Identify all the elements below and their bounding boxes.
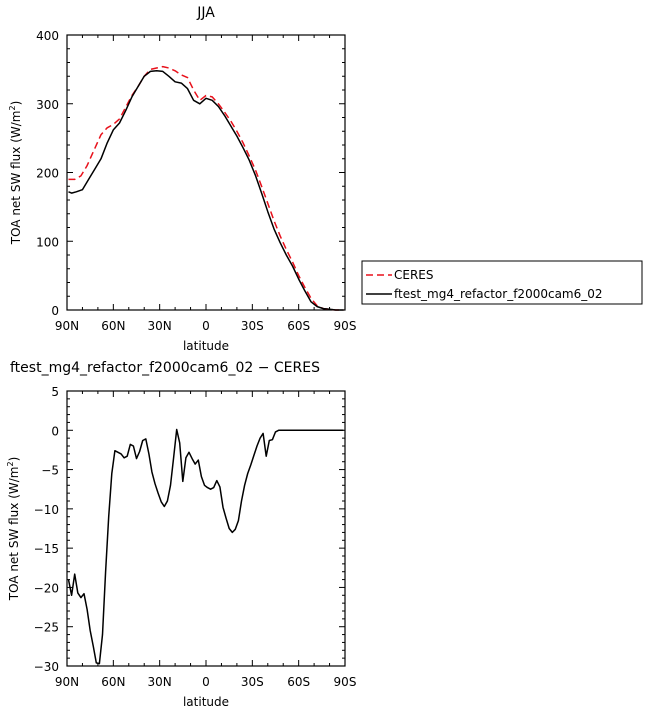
plot-frame [66,34,346,311]
series-line-0 [68,65,344,311]
legend: CERES ftest_mg4_refactor_f2000cam6_02 [361,260,643,305]
y-tick-label: −25 [34,621,59,635]
x-tick-label: 60S [287,675,310,689]
y-tick-label: 0 [51,304,59,318]
y-tick-label: −20 [34,581,59,595]
x-tick-label: 60S [287,319,310,333]
y-tick-label: −30 [34,660,59,674]
x-tick-label: 0 [202,675,210,689]
x-tick-label: 90N [55,319,79,333]
y-tick-label: 200 [36,167,59,181]
series-line-0 [67,428,344,665]
chart-bottom: ftest_mg4_refactor_f2000cam6_02 − CERES 9… [6,360,356,709]
x-tick-label: 30S [241,675,264,689]
y-tick-label: 400 [36,29,59,43]
x-tick-label: 0 [202,319,210,333]
y-axis-label: TOA net SW flux (W/m2) [8,101,23,246]
y-tick-label: −15 [34,542,59,556]
legend-label: CERES [394,268,434,282]
y-tick-label: 100 [36,235,59,249]
legend-label: ftest_mg4_refactor_f2000cam6_02 [394,287,603,301]
y-tick-label: 0 [51,424,59,438]
x-tick-label: 30N [148,675,172,689]
y-tick-label: 300 [36,98,59,112]
y-axis-label: TOA net SW flux (W/m2) [6,457,21,602]
y-tick-label: −10 [34,503,59,517]
x-tick-label: 90S [334,675,357,689]
series-line-1 [68,70,344,311]
y-tick-label: 5 [51,385,59,399]
chart-top: JJA 90N 60N 30N 0 30S 60S 90S 0 100 200 300 400 latit… [8,5,356,353]
x-tick-label: 60N [101,319,125,333]
chart-title: JJA [196,5,215,21]
legend-box [361,260,643,305]
x-tick-label: 90N [55,675,79,689]
x-tick-label: 30N [148,319,172,333]
x-axis-label: latitude [183,339,229,353]
x-tick-label: 60N [101,675,125,689]
x-axis-label: latitude [183,695,229,709]
x-tick-label: 30S [241,319,264,333]
x-tick-label: 90S [334,319,357,333]
chart-title: ftest_mg4_refactor_f2000cam6_02 − CERES [10,360,320,376]
y-tick-label: −5 [41,464,59,478]
